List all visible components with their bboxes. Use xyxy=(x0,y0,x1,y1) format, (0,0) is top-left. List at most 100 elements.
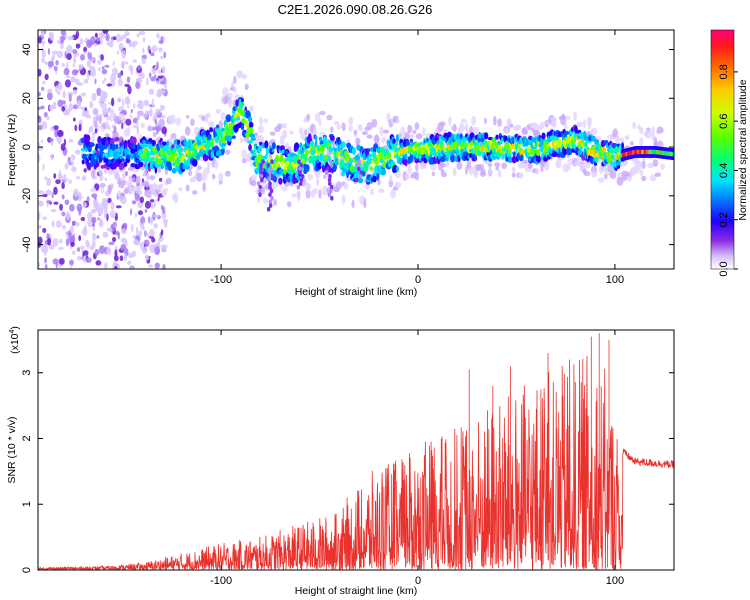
noise-speck xyxy=(121,49,126,59)
noise-speck xyxy=(53,186,58,196)
noise-speck xyxy=(75,43,81,49)
noise-speck xyxy=(117,263,121,269)
band-cell xyxy=(250,137,256,141)
noise-speck xyxy=(146,76,149,86)
noise-speck xyxy=(160,55,164,60)
snr-scale-label: (x104) xyxy=(9,326,21,354)
band-cell xyxy=(210,139,214,148)
halo-speck xyxy=(446,161,450,168)
halo-speck xyxy=(555,159,562,169)
halo-speck xyxy=(573,111,578,121)
colorbar-ticks: 0.0 0.2 0.4 0.6 0.8 xyxy=(718,64,738,277)
noise-speck xyxy=(89,52,92,61)
noise-speck xyxy=(83,168,87,173)
band-cell xyxy=(247,140,253,144)
noise-speck xyxy=(38,91,41,97)
noise-speck xyxy=(50,208,57,213)
halo-speck xyxy=(174,192,178,202)
noise-speck xyxy=(65,238,70,247)
noise-speck xyxy=(51,220,55,228)
noise-speck xyxy=(95,260,102,266)
noise-speck xyxy=(159,80,166,85)
band-cell xyxy=(107,140,111,146)
noise-speck xyxy=(114,266,118,269)
noise-speck xyxy=(92,43,98,47)
halo-speck xyxy=(105,120,109,130)
halo-speck xyxy=(330,126,334,133)
noise-speck xyxy=(58,246,64,251)
noise-speck xyxy=(126,76,131,83)
halo-speck xyxy=(348,116,354,126)
noise-speck xyxy=(115,33,122,43)
noise-speck xyxy=(74,149,81,155)
halo-speck xyxy=(171,114,176,124)
noise-speck xyxy=(41,49,46,59)
spectrogram-frame xyxy=(37,29,675,270)
colorbar: 0.0 0.2 0.4 0.6 0.8 Normalized spectral ampl… xyxy=(710,29,749,277)
band-cell xyxy=(177,139,181,145)
noise-speck xyxy=(49,138,54,142)
band-cell xyxy=(334,157,339,167)
halo-speck xyxy=(276,123,283,130)
noise-speck xyxy=(164,84,168,89)
noise-speck xyxy=(133,239,138,245)
streak-cell xyxy=(259,162,263,168)
noise-speck xyxy=(82,250,89,256)
noise-speck xyxy=(59,43,64,50)
noise-speck xyxy=(117,72,122,79)
band-cell xyxy=(445,156,449,162)
halo-speck xyxy=(129,185,137,192)
noise-speck xyxy=(70,154,76,161)
spectrogram-heatmap xyxy=(38,30,674,269)
noise-speck xyxy=(82,175,87,181)
noise-speck xyxy=(73,69,79,74)
halo-speck xyxy=(197,165,202,170)
band-cell xyxy=(235,99,239,107)
halo-speck xyxy=(202,181,207,192)
halo-speck xyxy=(206,112,212,118)
noise-speck xyxy=(50,140,54,147)
halo-speck xyxy=(483,117,487,124)
halo-speck xyxy=(479,171,487,177)
noise-speck xyxy=(83,78,89,84)
noise-speck xyxy=(72,104,78,110)
halo-speck xyxy=(654,172,661,177)
noise-speck xyxy=(153,214,159,218)
noise-speck xyxy=(89,65,96,71)
noise-speck xyxy=(55,179,61,185)
noise-speck xyxy=(153,201,157,207)
halo-speck xyxy=(144,189,151,198)
noise-speck xyxy=(56,50,64,59)
noise-speck xyxy=(97,59,102,65)
noise-speck xyxy=(100,90,106,100)
noise-speck xyxy=(78,191,82,199)
halo-speck xyxy=(414,122,420,131)
noise-speck xyxy=(154,262,160,269)
halo-speck xyxy=(494,162,501,167)
noise-speck xyxy=(40,243,47,253)
halo-speck xyxy=(214,159,218,170)
band-cell xyxy=(241,118,247,123)
streak-cell xyxy=(270,195,274,201)
noise-speck xyxy=(160,229,164,236)
noise-speck xyxy=(131,250,137,258)
halo-speck xyxy=(269,131,276,136)
halo-speck xyxy=(137,110,144,117)
halo-speck xyxy=(412,129,417,134)
noise-speck xyxy=(76,99,82,109)
colorbar-tick-label: 0.4 xyxy=(718,163,730,178)
noise-speck xyxy=(105,33,110,42)
noise-speck xyxy=(148,216,151,224)
noise-speck xyxy=(141,221,145,230)
noise-speck xyxy=(158,47,163,52)
noise-speck xyxy=(161,126,167,135)
band-cell xyxy=(495,134,499,140)
noise-speck xyxy=(44,257,47,264)
noise-speck xyxy=(112,61,115,66)
spectrogram-y-ticks: -40 -20 0 20 40 xyxy=(21,43,674,253)
band-cell xyxy=(606,151,611,157)
noise-speck xyxy=(137,210,143,216)
halo-speck xyxy=(639,126,644,135)
noise-speck xyxy=(130,109,134,114)
halo-speck xyxy=(93,120,98,128)
